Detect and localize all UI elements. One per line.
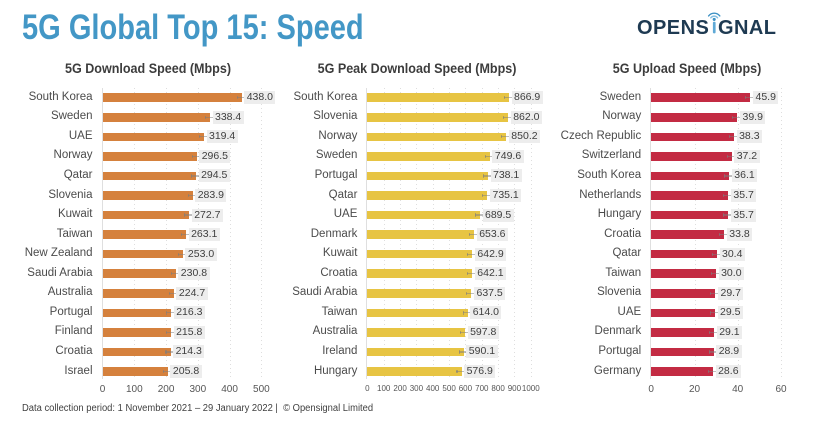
svg-text:GNAL: GNAL [718, 17, 776, 37]
svg-text:OPENS: OPENS [637, 17, 709, 37]
